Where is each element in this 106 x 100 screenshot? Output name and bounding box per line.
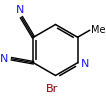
Text: Me: Me <box>91 25 105 35</box>
Text: N: N <box>16 5 25 15</box>
Text: Br: Br <box>45 84 58 94</box>
Text: N: N <box>0 54 8 64</box>
Text: N: N <box>81 59 89 69</box>
